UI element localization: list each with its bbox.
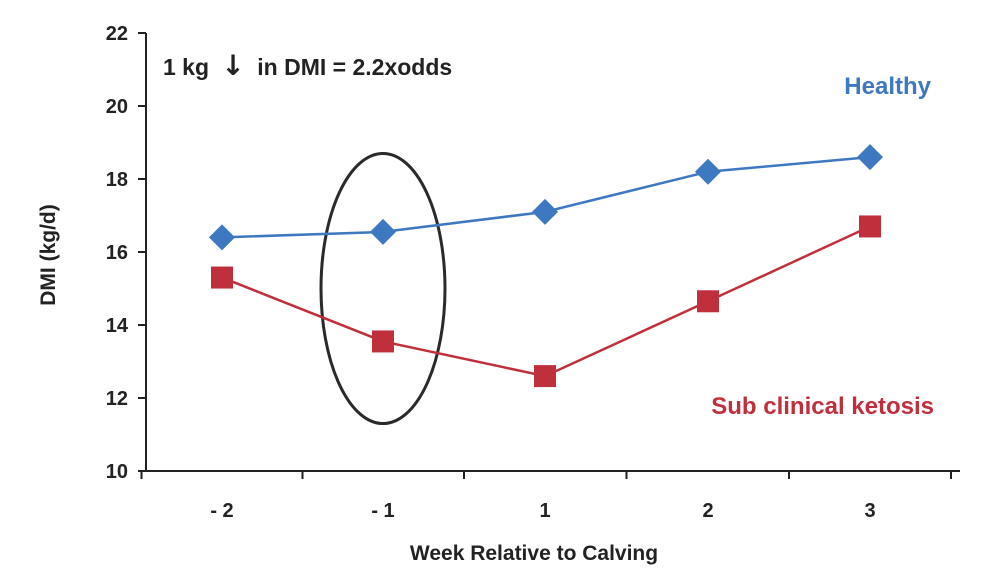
data-point-square (534, 365, 556, 388)
highlight-layer (319, 151, 447, 426)
series-line-1 (221, 225, 871, 378)
data-point-square (859, 215, 881, 238)
x-axis-title: Week Relative to Calving (410, 542, 658, 565)
y-tick-label: 20 (106, 96, 128, 118)
x-tick-label: - 1 (371, 500, 394, 522)
data-point-diamond (857, 144, 883, 171)
series-layer (209, 144, 883, 388)
y-tick-label: 18 (106, 169, 128, 191)
x-tick-label: - 2 (210, 500, 233, 522)
data-point-diamond (695, 158, 721, 185)
series-label-healthy: Healthy (844, 73, 931, 100)
y-tick-label: 12 (106, 388, 128, 410)
data-point-diamond (370, 218, 396, 245)
y-tick-label: 10 (106, 461, 128, 483)
data-point-square (697, 290, 719, 313)
annotation: 1 kg ↓ in DMI = 2.2xodds (163, 49, 452, 82)
data-point-square (372, 330, 394, 353)
x-tick-label: 3 (864, 500, 875, 522)
down-arrow-icon: ↓ (221, 49, 244, 82)
y-tick-label: 22 (106, 23, 128, 45)
highlight-ellipse (319, 151, 447, 426)
data-point-diamond (532, 198, 558, 225)
y-tick-label: 14 (106, 315, 129, 337)
annotation-prefix: 1 kg (163, 54, 209, 80)
data-point-square (211, 266, 233, 289)
x-tick-label: 1 (539, 500, 550, 522)
annotation-suffix: in DMI = 2.2xodds (257, 54, 452, 80)
x-tick-label: 2 (702, 500, 713, 522)
y-axis-title: DMI (kg/d) (37, 204, 60, 305)
y-tick-label: 16 (106, 242, 128, 264)
series-label-ketosis: Sub clinical ketosis (711, 393, 934, 420)
data-point-diamond (209, 224, 235, 251)
series-line-0 (221, 155, 871, 239)
